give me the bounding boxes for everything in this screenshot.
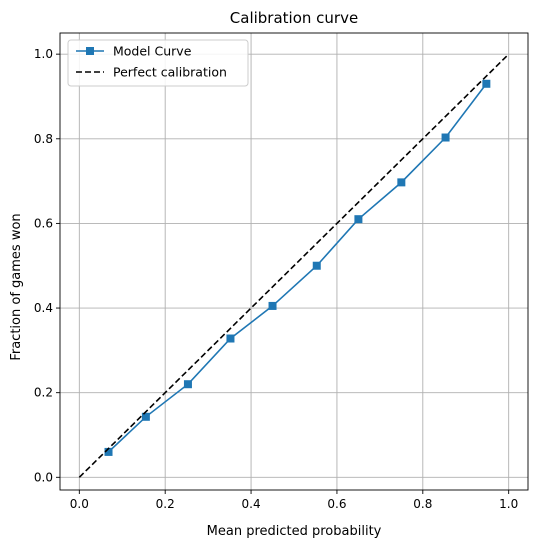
data-point [268,301,277,310]
y-tick-label: 1.0 [34,47,53,61]
y-tick-label: 0.0 [34,470,53,484]
data-point [312,261,321,270]
data-point [441,133,450,142]
data-point [397,178,406,187]
legend-label: Perfect calibration [113,65,227,80]
x-tick-label: 1.0 [499,497,518,511]
plot-area: 0.0 0.2 0.4 0.6 0.8 1.0 0.0 0.2 0.4 0.6 0.8 1.0 Mode… [34,32,529,511]
x-tick-label: 0.6 [327,497,346,511]
x-tick-label: 0.0 [70,497,89,511]
data-point [104,447,113,456]
y-axis-title: Fraction of games won [9,213,24,360]
x-tick-label: 0.4 [242,497,261,511]
y-tick-label: 0.6 [34,216,53,230]
data-point [226,334,235,343]
data-point [354,215,363,224]
legend-label: Model Curve [113,44,192,59]
y-tick-label: 0.4 [34,301,53,315]
series-line-1 [107,83,487,453]
data-point [482,79,491,88]
x-axis-title: Mean predicted probability [207,524,382,539]
chart-title: Calibration curve [230,9,358,27]
plot-frame [59,32,529,491]
y-tick-label: 0.8 [34,132,53,146]
series-line-2 [78,53,510,478]
legend-marker [86,47,94,55]
legend: Model Curve Perfect calibration [67,39,249,87]
y-tick-label: 0.2 [34,386,53,400]
legend-box [67,39,249,87]
x-tick-label: 0.2 [156,497,175,511]
data-point [141,412,150,421]
x-tick-label: 0.8 [413,497,432,511]
data-point [183,380,192,389]
